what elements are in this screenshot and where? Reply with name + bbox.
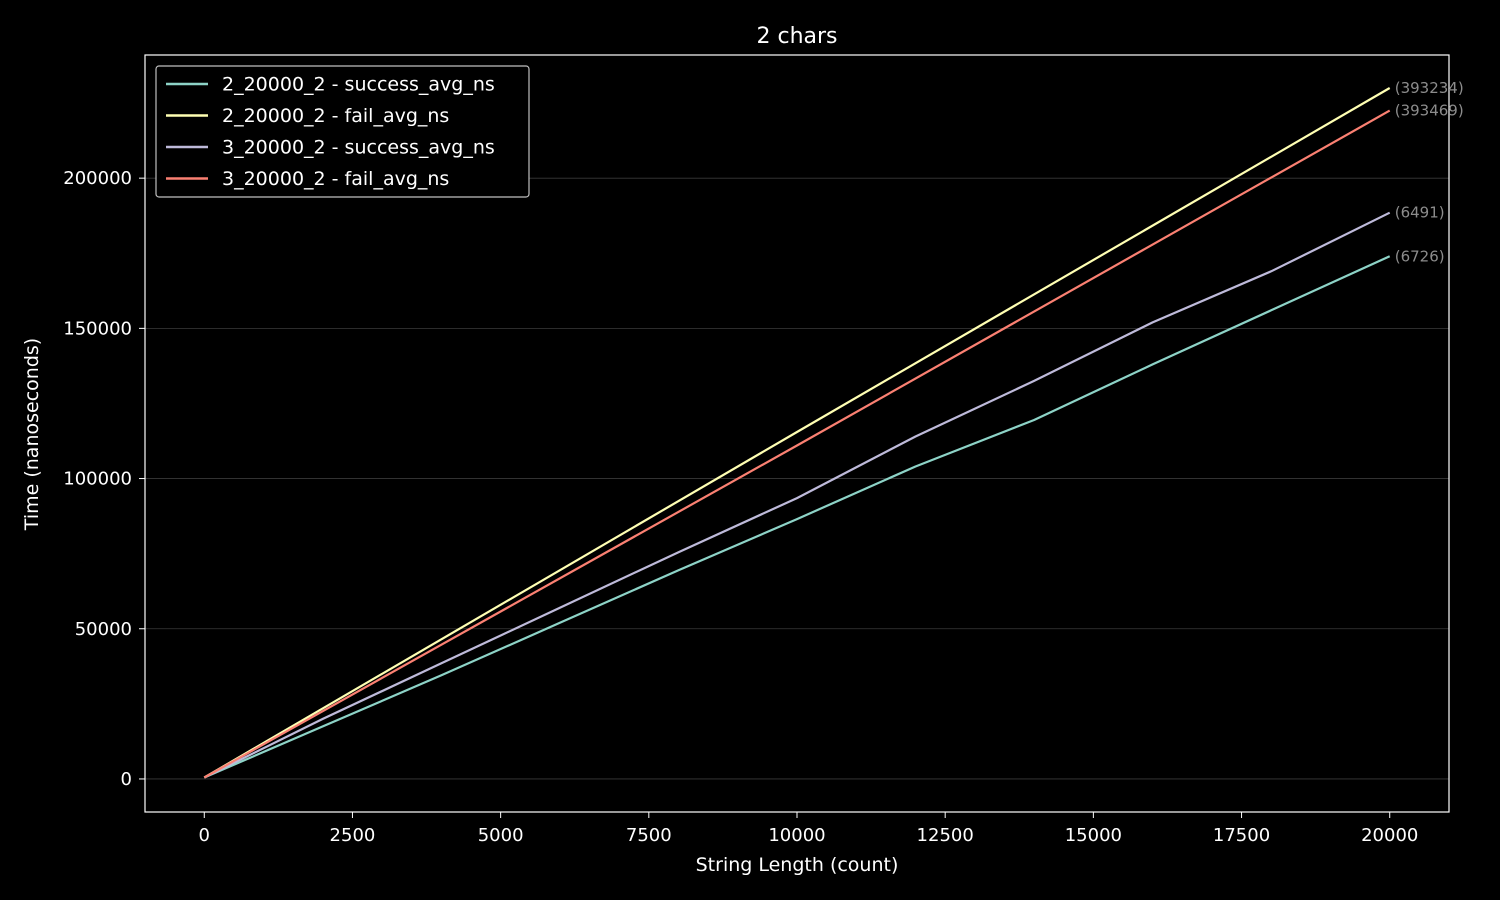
end-label-1: (393234) xyxy=(1395,79,1464,97)
end-label-3: (393469) xyxy=(1395,102,1464,120)
x-axis: 0 2500 5000 7500 10000 12500 15000 17500 20000 xyxy=(199,812,1418,846)
end-label-0: (6726) xyxy=(1395,247,1445,265)
x-tick-label-8: 20000 xyxy=(1361,825,1418,846)
x-tick-label-7: 17500 xyxy=(1213,825,1270,846)
x-tick-label-6: 15000 xyxy=(1065,825,1122,846)
x-axis-label: String Length (count) xyxy=(696,854,899,876)
grid-lines xyxy=(145,177,1449,780)
x-tick-label-3: 7500 xyxy=(626,825,672,846)
legend-label-1: 2_20000_2 - fail_avg_ns xyxy=(222,105,449,127)
legend-label-0: 2_20000_2 - success_avg_ns xyxy=(222,74,495,96)
series-line-2 xyxy=(203,211,1391,779)
x-tick-label-0: 0 xyxy=(199,825,210,846)
y-tick-label-1: 50000 xyxy=(75,619,132,640)
y-tick-label-0: 0 xyxy=(121,769,132,790)
series-line-0 xyxy=(203,255,1391,779)
x-tick-label-5: 12500 xyxy=(917,825,974,846)
legend-label-3: 3_20000_2 - fail_avg_ns xyxy=(222,168,449,190)
x-tick-label-2: 5000 xyxy=(478,825,524,846)
chart-title: 2 chars xyxy=(756,24,837,49)
y-tick-label-4: 200000 xyxy=(63,168,132,189)
y-axis-label: Time (nanoseconds) xyxy=(21,338,43,531)
y-tick-label-2: 100000 xyxy=(63,469,132,490)
series-line-3 xyxy=(203,109,1391,779)
x-tick-label-1: 2500 xyxy=(330,825,376,846)
series-layer xyxy=(203,87,1391,779)
legend-box xyxy=(155,65,530,198)
end-label-2: (6491) xyxy=(1395,204,1445,222)
y-tick-label-3: 150000 xyxy=(63,318,132,339)
end-labels: (6726) (393234) (6491) (393469) xyxy=(1395,79,1464,265)
x-tick-label-4: 10000 xyxy=(768,825,825,846)
legend: 2_20000_2 - success_avg_ns 2_20000_2 - fa… xyxy=(155,65,530,198)
series-line-1 xyxy=(203,87,1391,779)
legend-label-2: 3_20000_2 - success_avg_ns xyxy=(222,137,495,159)
y-axis: 0 50000 100000 150000 200000 xyxy=(63,168,145,790)
